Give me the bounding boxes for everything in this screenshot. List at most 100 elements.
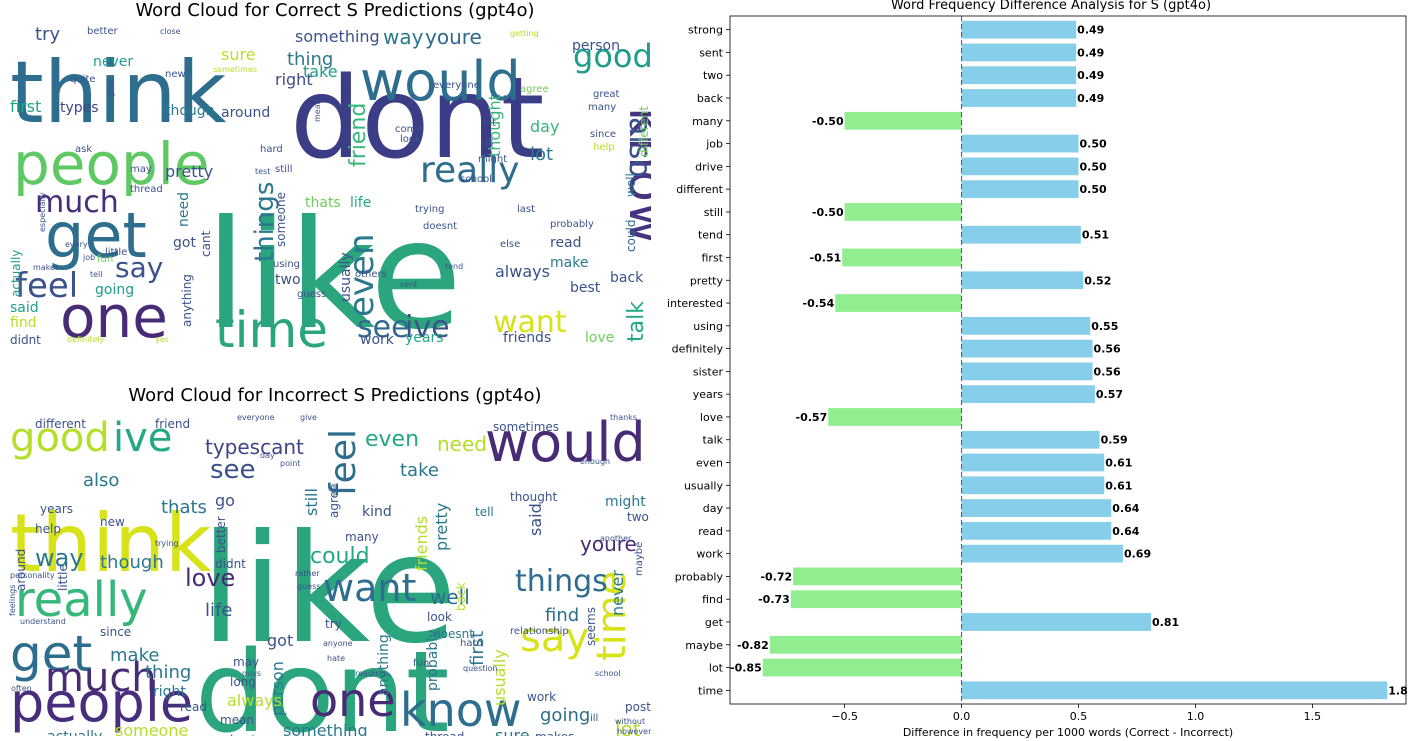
cloud-word: need — [176, 192, 192, 227]
cloud-word: often — [11, 684, 32, 693]
bar-usually — [961, 476, 1105, 495]
cloud-word: life — [205, 600, 232, 621]
cloud-word: like — [200, 503, 457, 677]
plot-frame — [729, 15, 1407, 705]
cloud-word: things — [250, 182, 280, 262]
cloud-word: actually — [47, 729, 102, 736]
cloud-word: would — [485, 411, 646, 474]
value-label: 0.49 — [1077, 24, 1104, 37]
cloud-word: better — [214, 516, 228, 553]
cloud-word: ask — [75, 144, 92, 155]
cloud-word: youre — [425, 25, 482, 49]
cloud-word: thought — [485, 94, 504, 157]
cloud-word: tell — [475, 505, 494, 519]
cloud-word: using — [273, 259, 300, 270]
bar-two — [961, 66, 1077, 85]
cloud-word: anything — [376, 634, 392, 696]
y-tick-label: get — [705, 616, 724, 629]
cloud-word: two — [627, 510, 649, 524]
y-tick-label: love — [700, 411, 723, 424]
cloud-word: give — [106, 80, 115, 97]
value-label: -0.82 — [737, 639, 769, 652]
cloud-word: feel — [323, 429, 364, 496]
cloud-word: school — [460, 174, 492, 185]
cloud-word: makes — [535, 730, 574, 736]
cloud-word: mean — [220, 713, 254, 727]
cloud-word: seems — [584, 607, 598, 646]
cloud-word: last — [517, 204, 535, 215]
bar-read — [961, 521, 1112, 540]
cloud-word: job — [82, 253, 95, 262]
y-tick-label: job — [705, 138, 723, 151]
cloud-word: cant — [199, 230, 213, 257]
cloud-word: dont — [290, 54, 545, 184]
cloud-word: agree — [520, 84, 549, 95]
bar-day — [961, 499, 1112, 517]
y-tick-label: time — [698, 684, 723, 697]
cloud-word: someone — [115, 721, 188, 736]
cloud-word: see — [210, 455, 256, 485]
cloud-word: may — [233, 655, 259, 669]
cloud-word: guys — [242, 669, 261, 678]
x-tick-label: 1.0 — [1187, 710, 1205, 723]
cloud-word: hard — [460, 638, 483, 649]
value-label: 0.57 — [1096, 388, 1123, 401]
cloud-word: sure — [495, 726, 530, 736]
cloud-word: bit — [483, 118, 496, 129]
y-tick-label: strong — [688, 24, 723, 37]
y-tick-label: many — [692, 115, 723, 128]
y-tick-label: back — [697, 92, 724, 105]
cloud-word: getting — [510, 29, 539, 38]
cloud-word: ive — [113, 415, 172, 461]
cloud-word: new — [165, 69, 186, 80]
cloud-word: years — [40, 502, 73, 516]
x-tick-label: 1.5 — [1304, 710, 1322, 723]
cloud-word: every — [65, 240, 88, 249]
cloud-word: many — [588, 102, 616, 113]
cloud-word: thing — [287, 49, 333, 70]
value-label: -0.72 — [760, 570, 792, 583]
cloud-word: sometimes — [213, 65, 257, 74]
cloud-word: tell — [90, 270, 103, 279]
cloud-word: feelings — [8, 585, 17, 616]
cloud-word: get — [45, 199, 147, 272]
bar-get — [961, 613, 1152, 631]
cloud-word: day — [530, 117, 559, 136]
cloud-word: ive — [405, 310, 450, 345]
y-tick-label: two — [703, 69, 723, 82]
cloud-word: new — [100, 515, 125, 529]
cloud-word: back — [610, 270, 644, 286]
cloud-word: right — [275, 70, 313, 89]
cloud-word: little — [56, 564, 70, 591]
cloud-word: thats — [161, 497, 207, 518]
cloud-word: friend — [155, 417, 190, 431]
bar-find — [790, 590, 962, 609]
cloud-word: lot — [615, 717, 641, 736]
cloud-word: read — [550, 235, 582, 251]
cloud-word: help — [35, 522, 61, 536]
cloud-word: well — [624, 173, 638, 197]
cloud-word: come — [395, 124, 423, 135]
value-label: 0.52 — [1084, 274, 1111, 287]
cloud-word: much — [35, 185, 119, 220]
cloud-word: types — [60, 100, 99, 116]
value-label: 0.49 — [1077, 69, 1104, 82]
cloud-word: best — [230, 733, 256, 736]
x-axis-label: Difference in frequency per 1000 words (… — [903, 726, 1233, 739]
cloud-word: life — [350, 195, 371, 211]
cloud-word: better — [87, 26, 118, 37]
incorrect-cloud-title: Word Cloud for Incorrect S Predictions (… — [128, 385, 542, 406]
cloud-word: many — [345, 530, 379, 544]
cloud-word: trying — [155, 539, 179, 548]
cloud-word: want — [323, 566, 416, 610]
cloud-word: time — [589, 571, 635, 661]
cloud-word: probably — [425, 630, 441, 691]
cloud-word: thread — [425, 730, 464, 736]
bar-lot — [762, 658, 962, 677]
cloud-word: two — [275, 272, 301, 288]
bar-interested — [835, 294, 962, 312]
y-tick-label: years — [693, 388, 724, 401]
cloud-word: going — [540, 705, 590, 726]
cloud-word: person — [572, 38, 620, 54]
